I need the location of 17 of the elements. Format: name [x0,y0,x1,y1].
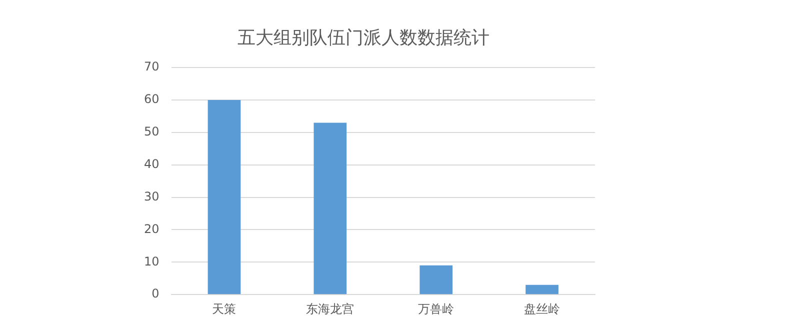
x-tick-label: 万兽岭 [418,302,454,316]
bar [526,284,558,294]
y-tick-label: 70 [144,60,160,74]
bar [208,100,241,294]
y-tick-label: 20 [144,222,160,236]
y-tick-label: 60 [144,92,160,106]
y-tick-label: 40 [144,157,160,172]
y-tick-label: 10 [144,254,160,268]
chart-title: 五大组别队伍门派人数数据统计 [238,27,490,48]
bar [420,265,453,294]
y-tick-label: 50 [144,124,160,139]
y-tick-label: 30 [144,189,160,204]
bar [314,122,347,294]
x-tick-label: 天策 [212,302,236,316]
y-tick-label: 0 [152,286,160,301]
x-tick-label: 盘丝岭 [524,302,560,316]
x-tick-label: 东海龙宫 [306,302,354,316]
